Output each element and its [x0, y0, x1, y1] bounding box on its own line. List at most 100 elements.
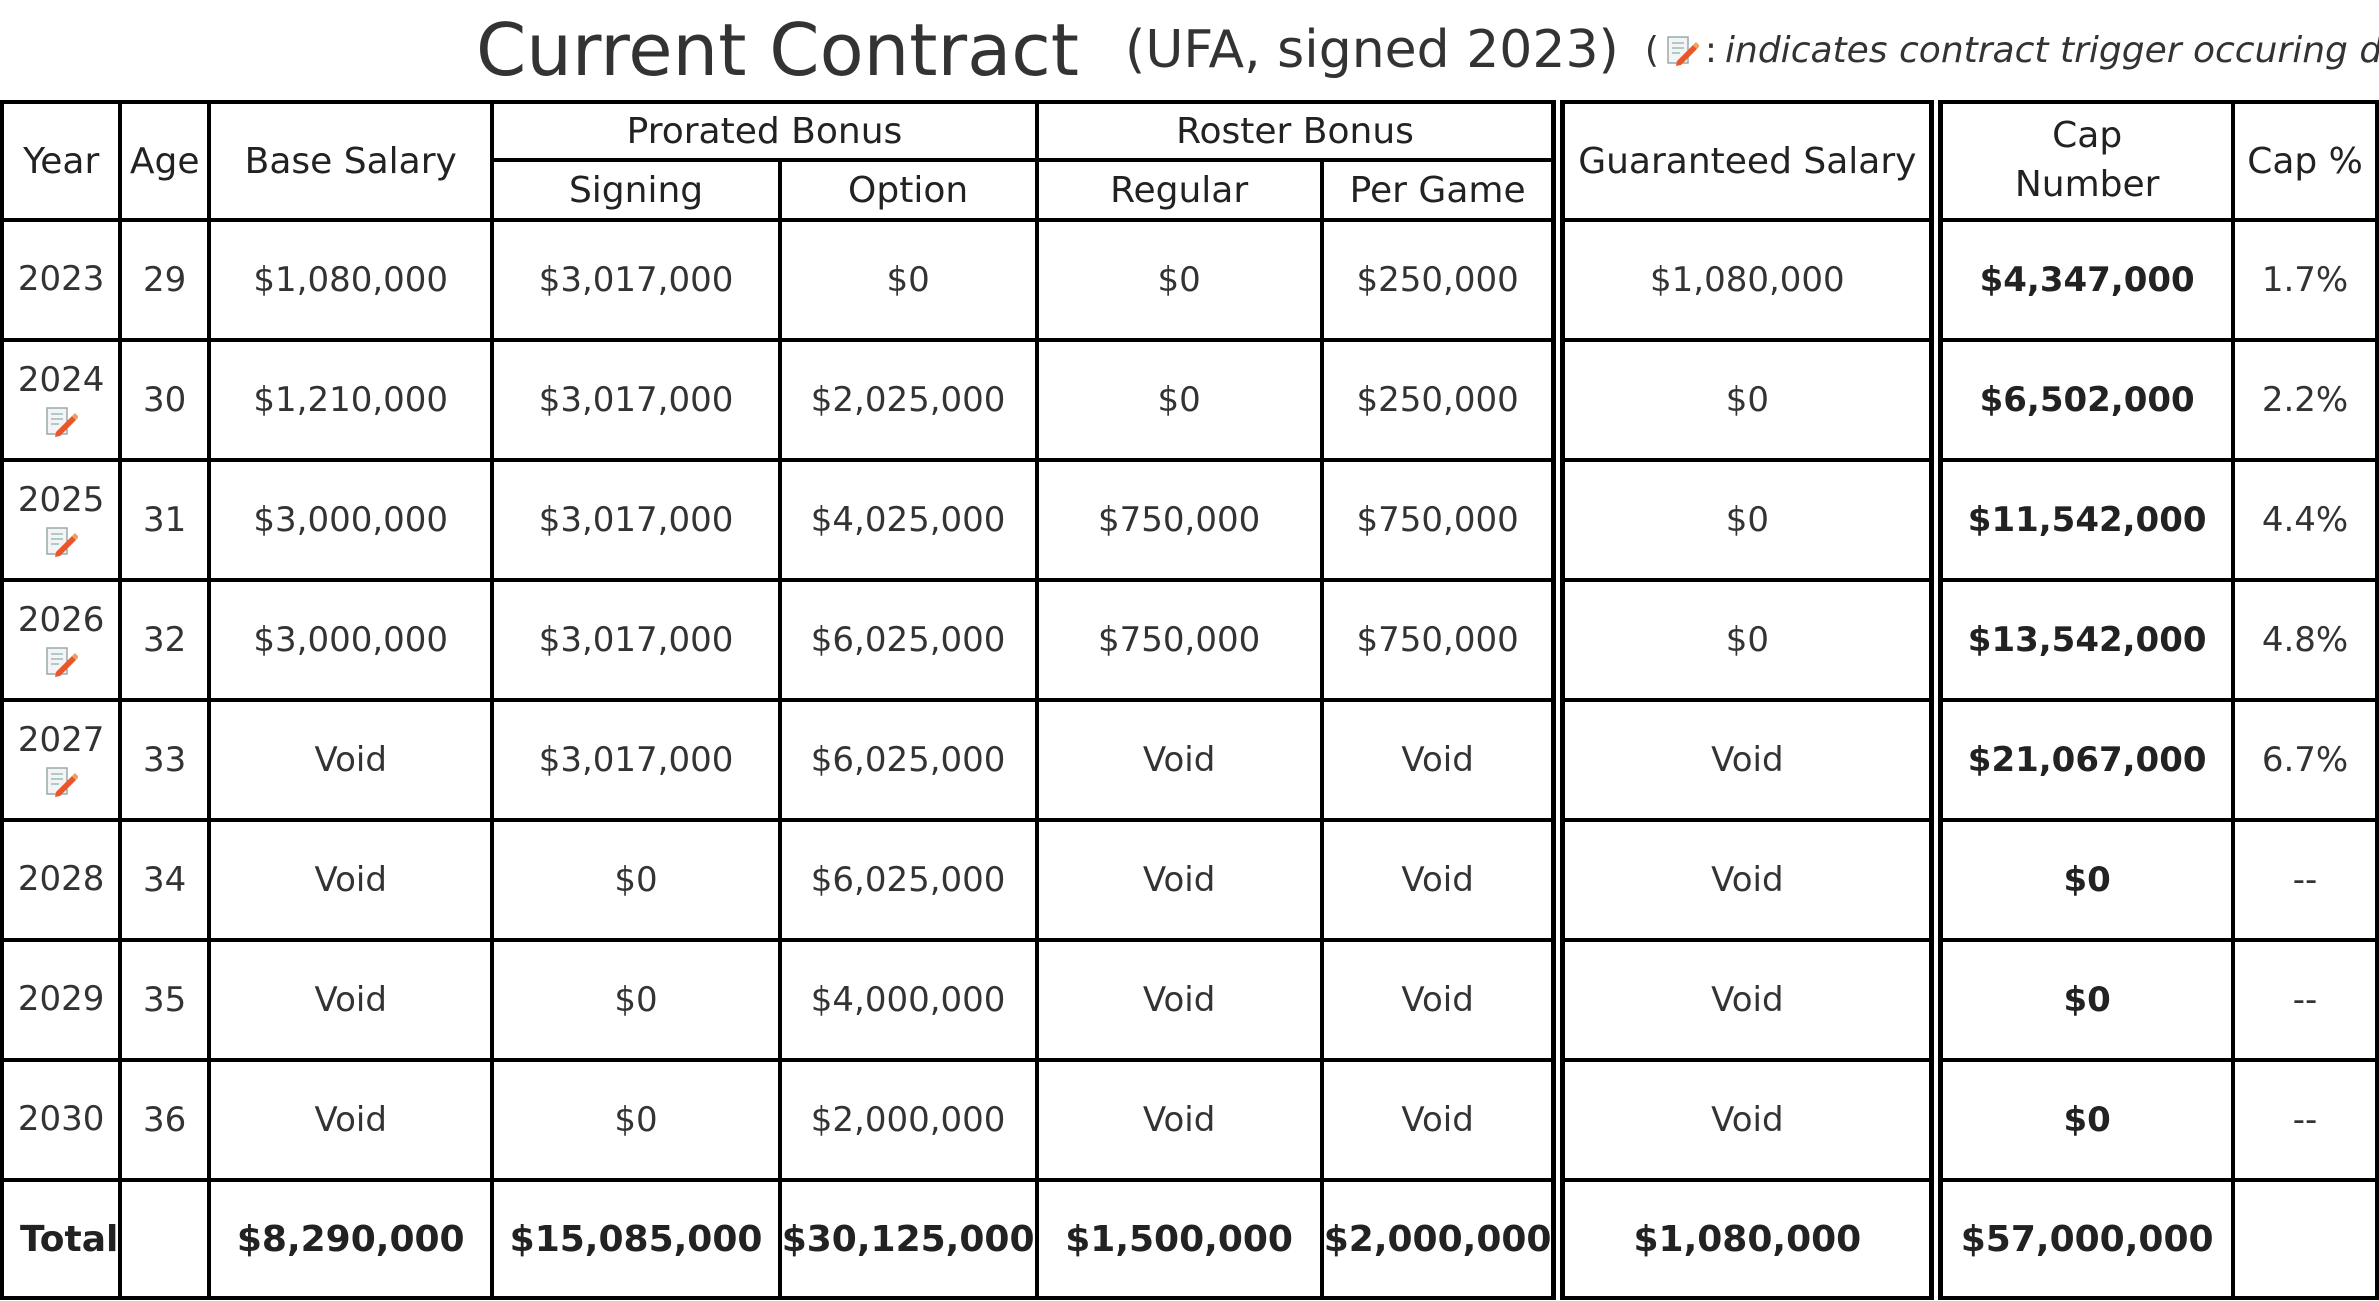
cell-base-salary: Void: [207, 938, 495, 1062]
cell-per-game: $250,000: [1319, 338, 1561, 462]
cell-per-game: $750,000: [1319, 458, 1561, 582]
cell-per-game: Void: [1319, 818, 1561, 942]
header-cap-number-line2: Number: [2014, 164, 2160, 205]
total-cap-number: $57,000,000: [1929, 1178, 2236, 1300]
cell-cap-number: $13,542,000: [1929, 578, 2236, 702]
cell-cap-number: $6,502,000: [1929, 338, 2236, 462]
trigger-legend-note: ( : indicates contract trigger occuring …: [1645, 30, 2379, 71]
cell-signing: $3,017,000: [490, 458, 782, 582]
cell-guaranteed: Void: [1551, 938, 1939, 1062]
cell-base-salary: Void: [207, 1058, 495, 1182]
cell-regular: Void: [1034, 818, 1324, 942]
cell-cap-pct: 6.7%: [2231, 698, 2379, 822]
year-value: 2025: [17, 480, 105, 521]
header-cap-number-line1: Cap: [2052, 115, 2123, 157]
cell-option: $4,025,000: [777, 458, 1039, 582]
contract-trigger-icon: [46, 766, 79, 797]
page-title: Current Contract: [476, 8, 1080, 92]
cell-signing: $3,017,000: [490, 578, 782, 702]
year-value: 2029: [17, 979, 105, 1020]
year-value: 2026: [17, 600, 105, 641]
header-base-salary: Base Salary: [207, 100, 495, 222]
cell-signing: $0: [490, 938, 782, 1062]
contract-trigger-icon: [46, 406, 79, 437]
note-text: indicates contract trigger occuring duri…: [1725, 29, 2379, 71]
cell-year: 2026: [0, 578, 123, 702]
cell-guaranteed: Void: [1551, 698, 1939, 822]
cell-cap-pct: --: [2231, 1058, 2379, 1182]
cell-regular: Void: [1034, 1058, 1324, 1182]
cell-regular: $750,000: [1034, 458, 1324, 582]
cell-cap-number: $21,067,000: [1929, 698, 2236, 822]
cell-cap-pct: 2.2%: [2231, 338, 2379, 462]
cell-age: 33: [118, 698, 212, 822]
table-row: 2026 32 $3,000,000 $3,017,000 $6,025,000 $750…: [0, 578, 2379, 702]
contract-trigger-icon: [46, 526, 79, 557]
contract-subtitle: (UFA, signed 2023): [1125, 20, 1619, 80]
cell-signing: $3,017,000: [490, 698, 782, 822]
cell-age: 36: [118, 1058, 212, 1182]
header-roster-bonus: Roster Bonus: [1034, 100, 1561, 162]
cell-year: 2028: [0, 818, 123, 942]
year-value: 2023: [17, 259, 105, 300]
total-option: $30,125,000: [777, 1178, 1039, 1300]
cell-age: 32: [118, 578, 212, 702]
cell-guaranteed: $0: [1551, 578, 1939, 702]
cell-base-salary: Void: [207, 818, 495, 942]
cell-cap-number: $11,542,000: [1929, 458, 2236, 582]
cell-cap-number: $0: [1929, 1058, 2236, 1182]
cell-year: 2029: [0, 938, 123, 1062]
total-cap-pct: [2231, 1178, 2379, 1300]
header-cap-number: Cap Number: [1929, 100, 2236, 222]
year-value: 2027: [17, 720, 105, 761]
cell-per-game: $250,000: [1319, 218, 1561, 342]
year-value: 2024: [17, 360, 105, 401]
cell-regular: Void: [1034, 938, 1324, 1062]
total-regular: $1,500,000: [1034, 1178, 1324, 1300]
cell-option: $6,025,000: [777, 698, 1039, 822]
cell-regular: $0: [1034, 338, 1324, 462]
cell-regular: $750,000: [1034, 578, 1324, 702]
note-open-paren: (: [1644, 29, 1659, 71]
cell-cap-pct: --: [2231, 818, 2379, 942]
year-value: 2030: [17, 1099, 105, 1140]
header-age: Age: [118, 100, 212, 222]
cell-cap-pct: 1.7%: [2231, 218, 2379, 342]
cell-regular: $0: [1034, 218, 1324, 342]
cell-cap-number: $0: [1929, 818, 2236, 942]
cell-age: 35: [118, 938, 212, 1062]
cell-base-salary: $1,080,000: [207, 218, 495, 342]
table-row: 2029 35 Void $0 $4,000,000 Void Void Void $0 --: [0, 938, 2379, 1062]
total-signing: $15,085,000: [490, 1178, 782, 1300]
cell-signing: $0: [490, 1058, 782, 1182]
table-row: 2027 33 Void $3,017,000 $6,025,000 Void Void Vo…: [0, 698, 2379, 822]
cell-guaranteed: $1,080,000: [1551, 218, 1939, 342]
contract-trigger-icon: [46, 646, 79, 677]
total-age: [118, 1178, 212, 1300]
contract-title-bar: Current Contract (UFA, signed 2023) ( : …: [0, 0, 2379, 100]
cell-guaranteed: Void: [1551, 818, 1939, 942]
cell-base-salary: $1,210,000: [207, 338, 495, 462]
cell-age: 30: [118, 338, 212, 462]
cell-year: 2030: [0, 1058, 123, 1182]
table-row: 2023 29 $1,080,000 $3,017,000 $0 $0 $250,000 $1…: [0, 218, 2379, 342]
cell-cap-pct: --: [2231, 938, 2379, 1062]
table-row: 2024 30 $1,210,000 $3,017,000 $2,025,000 $0 $2…: [0, 338, 2379, 462]
header-per-game: Per Game: [1319, 158, 1561, 222]
cell-signing: $0: [490, 818, 782, 942]
total-base-salary: $8,290,000: [207, 1178, 495, 1300]
table-row: 2030 36 Void $0 $2,000,000 Void Void Void $0 --: [0, 1058, 2379, 1182]
cell-base-salary: $3,000,000: [207, 458, 495, 582]
cell-age: 34: [118, 818, 212, 942]
cell-year: 2024: [0, 338, 123, 462]
header-prorated-bonus: Prorated Bonus: [490, 100, 1039, 162]
cell-guaranteed: $0: [1551, 338, 1939, 462]
cell-cap-pct: 4.8%: [2231, 578, 2379, 702]
cell-signing: $3,017,000: [490, 338, 782, 462]
cell-option: $4,000,000: [777, 938, 1039, 1062]
cell-option: $2,000,000: [777, 1058, 1039, 1182]
cell-year: 2027: [0, 698, 123, 822]
header-option: Option: [777, 158, 1039, 222]
note-colon: :: [1704, 29, 1718, 71]
cell-guaranteed: $0: [1551, 458, 1939, 582]
